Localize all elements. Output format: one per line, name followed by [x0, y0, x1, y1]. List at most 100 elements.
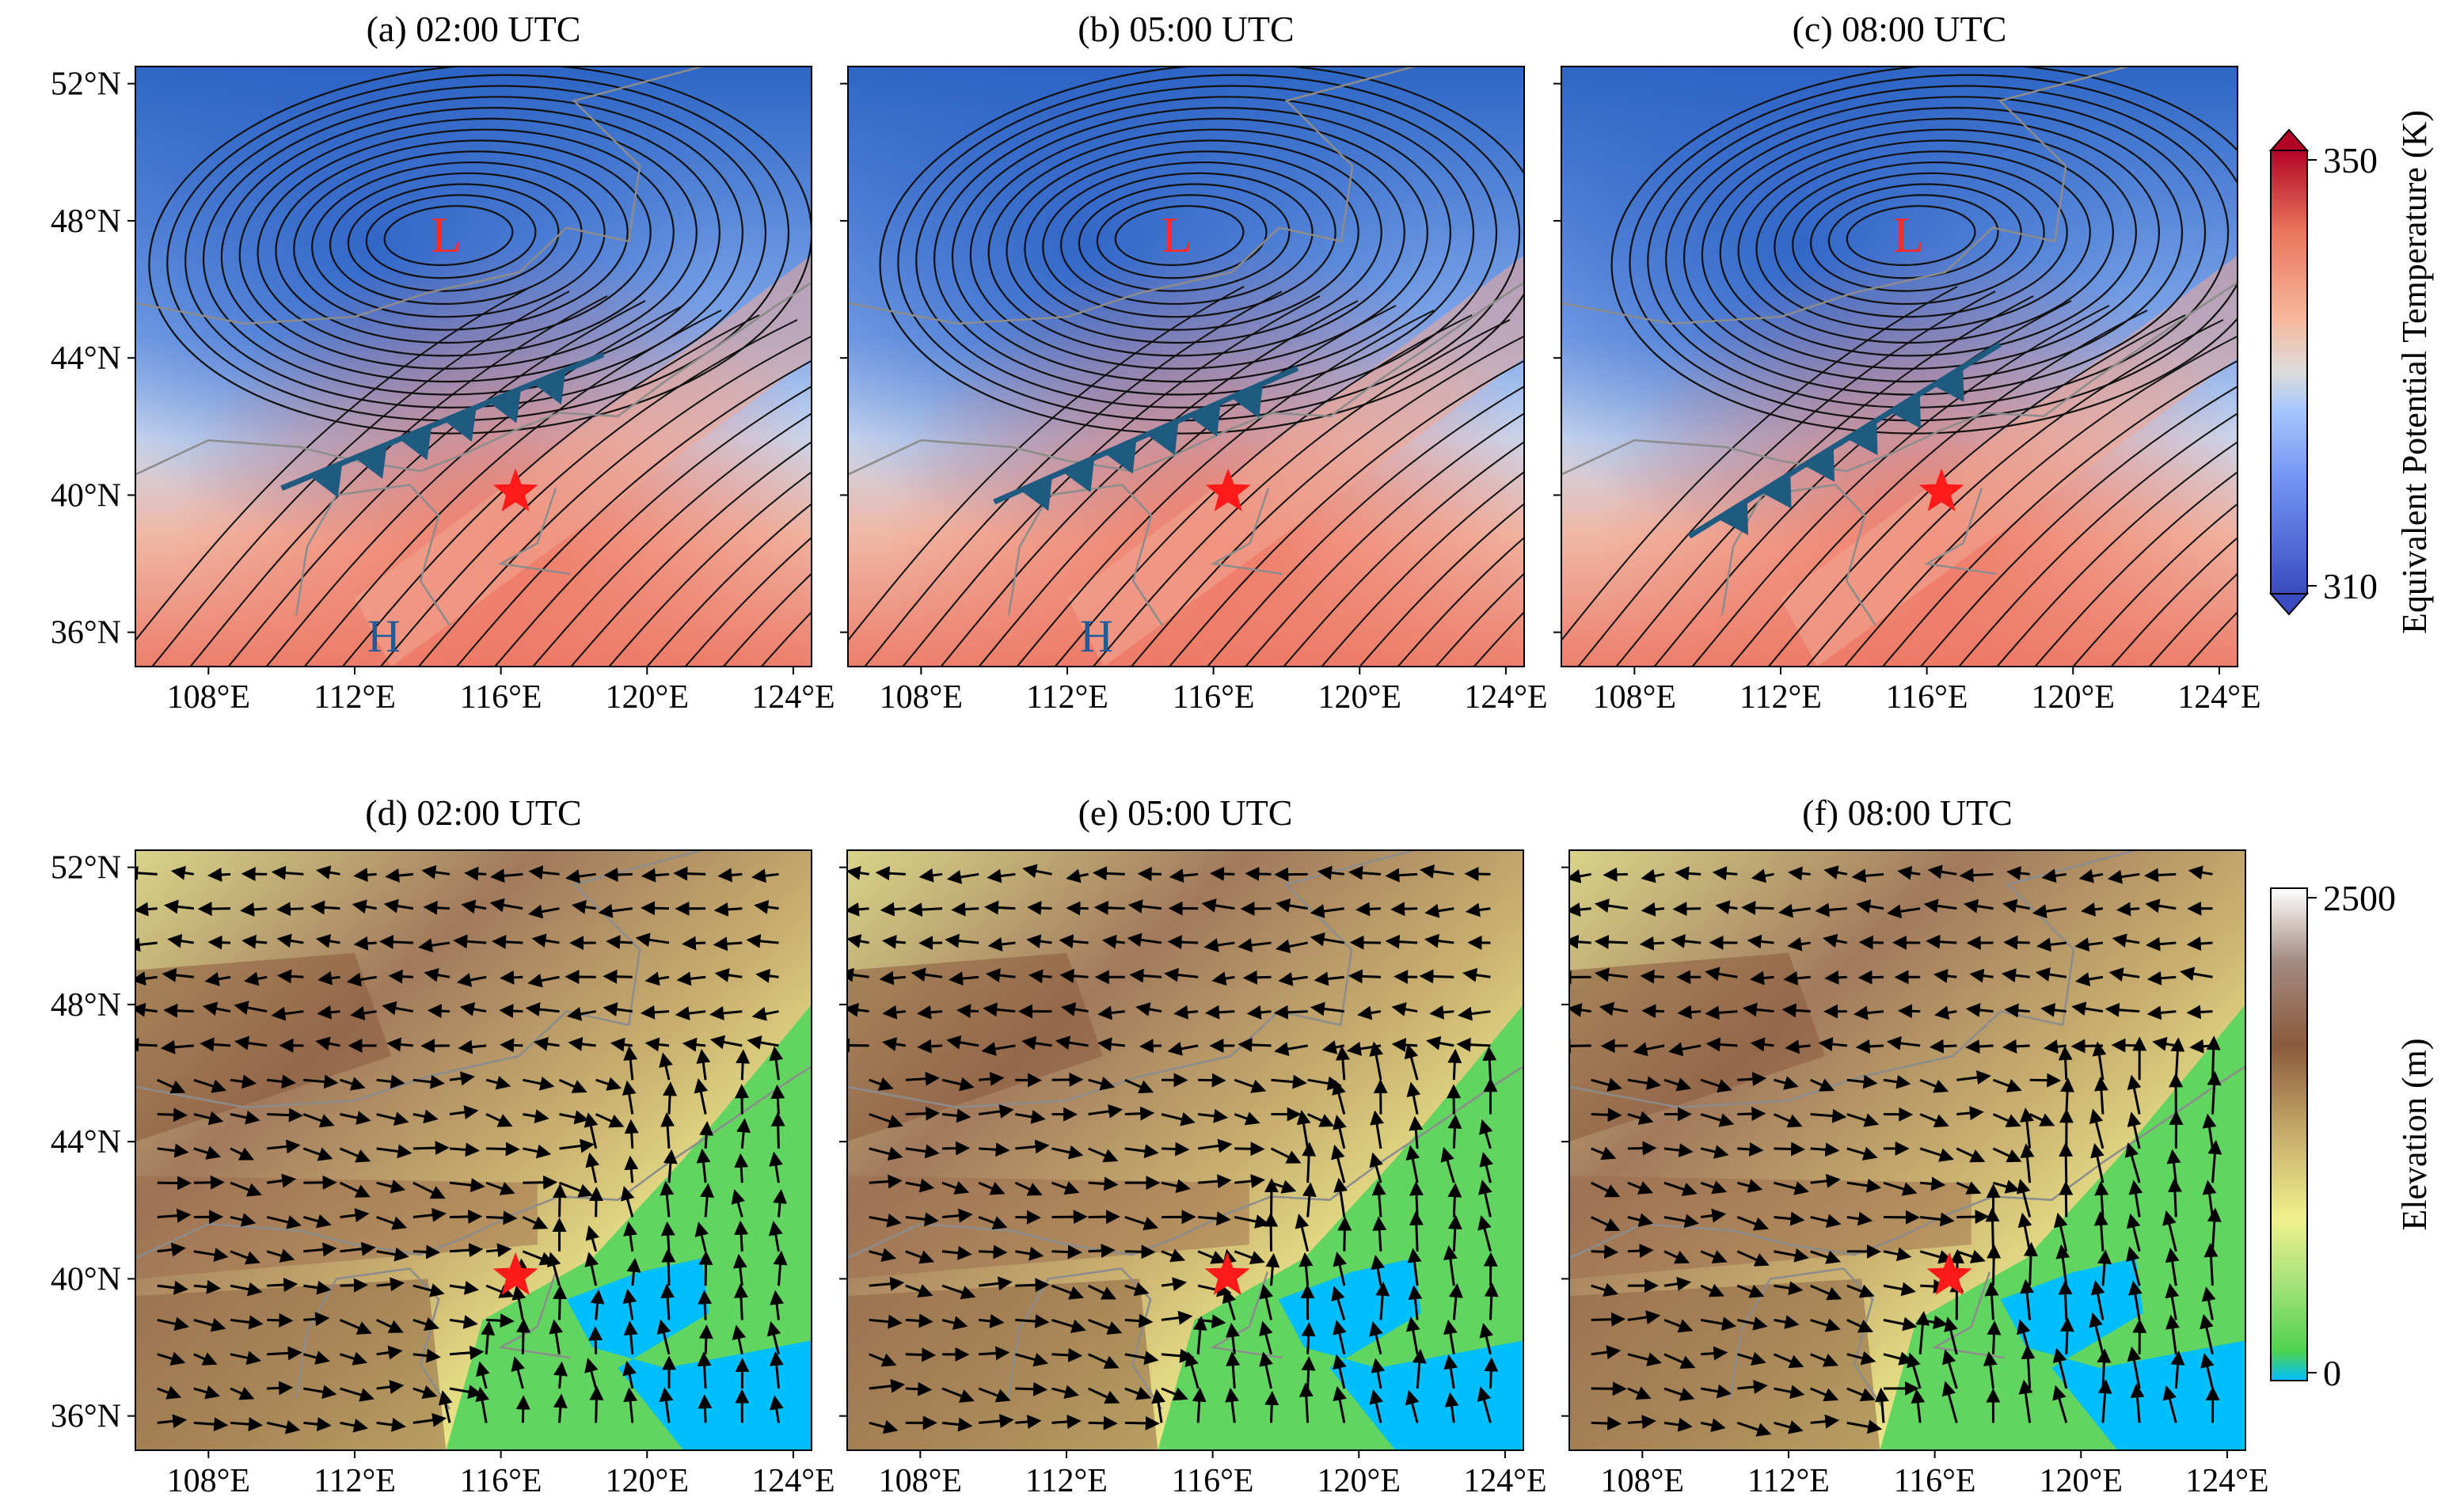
wind-vector: [449, 1142, 480, 1157]
wind-vector: [449, 1105, 479, 1120]
lat-tick-label: 44°N: [51, 340, 121, 377]
isobar-contour: [1629, 74, 2238, 422]
colorbar-elevation: 2500 0 Elevation (m): [2270, 878, 2434, 1393]
wind-vector: [869, 1213, 902, 1228]
lon-tick-label: 116°E: [1886, 679, 1968, 716]
isobar-contour: [257, 128, 675, 357]
lon-tick-label: 112°E: [314, 679, 396, 716]
wind-vector: [2170, 1351, 2185, 1389]
wind-vector: [267, 1277, 298, 1292]
wind-vector: [346, 972, 377, 987]
isobar-contour: [1114, 205, 1245, 266]
wind-vector: [941, 1417, 973, 1432]
wind-vector: [1204, 1005, 1235, 1020]
wind-vector: [1444, 1392, 1459, 1423]
wind-vector: [1591, 1146, 1617, 1161]
wind-vector: [732, 1324, 747, 1355]
wind-vector: [623, 1046, 638, 1081]
wind-vector: [1700, 1283, 1724, 1297]
wind-vector: [135, 1002, 158, 1017]
wind-vector: [1456, 1037, 1491, 1052]
wind-vector: [382, 1001, 414, 1016]
wind-vector: [1335, 1046, 1350, 1081]
cold-front-barb: [1804, 446, 1835, 482]
wind-vector: [1333, 1320, 1347, 1355]
wind-vector: [699, 1121, 714, 1149]
cold-front-barb: [1230, 383, 1264, 419]
wind-vector: [1818, 1037, 1847, 1052]
wind-vector: [1184, 1351, 1200, 1389]
colorbar-min-label: 310: [2323, 566, 2378, 606]
wind-vector: [1774, 1385, 1805, 1400]
wind-vector: [1014, 1352, 1049, 1367]
wind-vector: [316, 865, 340, 879]
wind-vector: [941, 1077, 975, 1092]
wind-vector: [1987, 1244, 2002, 1286]
wind-vector: [1097, 1005, 1126, 1020]
wind-vector: [458, 1039, 487, 1054]
wind-vector: [941, 1387, 975, 1403]
lon-tick-label: 116°E: [1173, 679, 1255, 716]
wind-vector: [340, 1111, 371, 1125]
wind-vector: [979, 1071, 1005, 1086]
wind-vector: [1627, 1352, 1662, 1366]
wind-vector: [1886, 1035, 1921, 1050]
wind-vector: [1408, 1285, 1423, 1320]
wind-vector: [769, 1351, 784, 1389]
panel-title: (d) 02:00 UTC: [365, 792, 581, 833]
province-border: [295, 484, 451, 626]
wind-vector: [1810, 1414, 1840, 1429]
panel-frame: [135, 66, 812, 667]
panel-frame: [135, 849, 812, 1451]
wind-vector: [1301, 1321, 1316, 1354]
isobar-contour: [2072, 503, 2238, 667]
cold-front-barb: [489, 389, 522, 424]
wind-vector: [603, 1002, 633, 1016]
wind-vector: [1591, 1345, 1622, 1360]
wind-vector: [606, 935, 633, 950]
wind-vector: [244, 971, 268, 986]
wind-vector: [698, 1290, 713, 1320]
wind-vector: [413, 1141, 450, 1156]
wind-vector: [2074, 972, 2104, 986]
wind-vector: [700, 1183, 715, 1218]
wind-vector: [751, 1007, 779, 1021]
wind-vector: [981, 1042, 1016, 1056]
sea-region: [566, 1258, 812, 1450]
wind-vector: [2128, 1180, 2143, 1218]
isobar-contour: [1130, 335, 1524, 667]
colorbar-scale: [2270, 150, 2308, 595]
wind-vector: [1015, 1314, 1050, 1329]
wind-vector: [941, 1284, 976, 1300]
wind-vector: [1137, 867, 1162, 882]
wind-vector: [1337, 1216, 1352, 1252]
wind-vector: [376, 1111, 409, 1126]
wind-vector: [2127, 1074, 2142, 1115]
wind-vector: [135, 902, 158, 917]
isobar-contour: [1774, 161, 2068, 318]
isobar-contour: [293, 150, 629, 331]
wind-vector: [449, 1178, 485, 1192]
wind-vector: [2128, 1280, 2143, 1320]
wind-vector: [2023, 1241, 2038, 1286]
wind-vector: [553, 1361, 568, 1389]
wind-vector: [881, 1037, 907, 1051]
wind-vector: [1298, 1382, 1314, 1423]
wind-vector: [1124, 1351, 1159, 1366]
wind-vector: [1462, 967, 1491, 982]
wind-vector: [1824, 970, 1847, 985]
wind-vector: [1663, 1417, 1693, 1432]
isobar-contour: [569, 441, 812, 667]
wind-vector: [1883, 1351, 1914, 1366]
wind-vector: [1603, 867, 1628, 882]
wind-vector: [1569, 902, 1591, 917]
wind-vector: [267, 1381, 294, 1396]
wind-vector: [610, 1037, 633, 1052]
wind-vector: [1370, 1110, 1384, 1149]
low-pressure-label: L: [1162, 207, 1192, 263]
wind-vector: [2020, 1107, 2034, 1149]
wind-vector: [1310, 904, 1345, 918]
lon-tick-label: 108°E: [879, 1463, 962, 1499]
wind-vector: [266, 1215, 302, 1229]
isobar-contour: [365, 194, 537, 279]
